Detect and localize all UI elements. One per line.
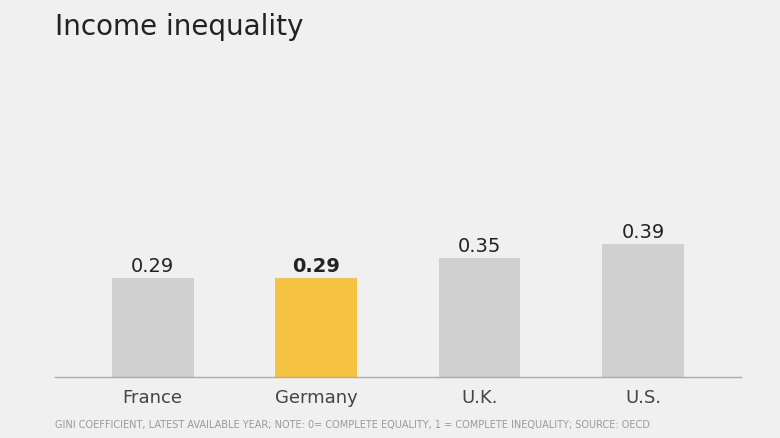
Bar — [602, 244, 684, 377]
Text: 0.29: 0.29 — [131, 257, 174, 276]
Text: GINI COEFFICIENT, LATEST AVAILABLE YEAR; NOTE: 0= COMPLETE EQUALITY, 1 = COMPLET: GINI COEFFICIENT, LATEST AVAILABLE YEAR;… — [55, 419, 650, 429]
Text: 0.35: 0.35 — [458, 237, 502, 255]
Bar — [438, 258, 520, 377]
Text: 0.29: 0.29 — [292, 257, 340, 276]
Bar — [275, 279, 357, 377]
Text: Income inequality: Income inequality — [55, 13, 303, 41]
Bar — [112, 279, 193, 377]
Text: 0.39: 0.39 — [622, 223, 665, 242]
